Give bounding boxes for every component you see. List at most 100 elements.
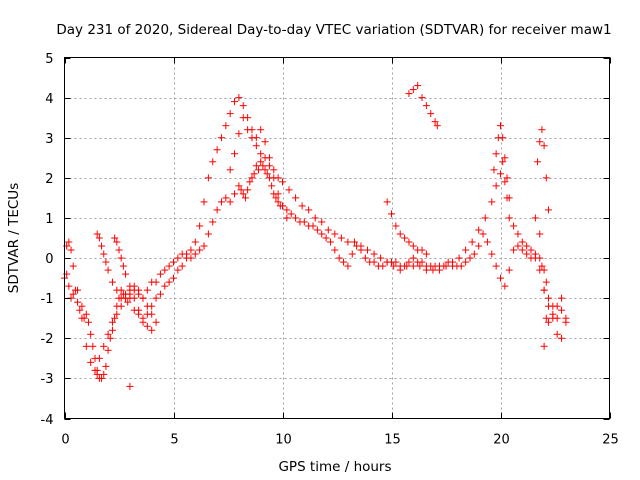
- data-point: [235, 94, 243, 102]
- data-point: [488, 250, 496, 258]
- data-point: [510, 246, 518, 254]
- data-point: [305, 206, 313, 214]
- data-point: [558, 294, 566, 302]
- data-point: [130, 294, 138, 302]
- data-point: [84, 318, 92, 326]
- y-tick-label: 3: [45, 132, 53, 147]
- data-point: [558, 334, 566, 342]
- data-point: [490, 166, 498, 174]
- data-point: [322, 234, 330, 242]
- data-point: [462, 258, 470, 266]
- data-point: [364, 246, 372, 254]
- data-point: [409, 262, 417, 270]
- plot-frame: [64, 57, 610, 419]
- data-point: [255, 166, 263, 174]
- data-point: [124, 298, 132, 306]
- data-point: [222, 194, 230, 202]
- data-point: [196, 246, 204, 254]
- data-point: [514, 230, 522, 238]
- data-point: [183, 250, 191, 258]
- data-point: [139, 314, 147, 322]
- data-point: [416, 262, 424, 270]
- data-point: [119, 262, 127, 270]
- data-point: [418, 94, 426, 102]
- data-point: [239, 102, 247, 110]
- data-point: [468, 238, 476, 246]
- x-tick-label: 0: [61, 433, 69, 448]
- data-point: [442, 262, 450, 270]
- data-point: [396, 266, 404, 274]
- data-point: [231, 190, 239, 198]
- data-point: [553, 314, 561, 322]
- data-point: [274, 190, 282, 198]
- data-point: [396, 230, 404, 238]
- data-point: [392, 222, 400, 230]
- data-point: [457, 262, 465, 270]
- data-point: [244, 186, 252, 194]
- data-point: [252, 162, 260, 170]
- data-point: [241, 194, 249, 202]
- data-point: [248, 174, 256, 182]
- data-point: [165, 278, 173, 286]
- data-point: [414, 82, 422, 90]
- data-point: [510, 222, 518, 230]
- data-point: [505, 214, 513, 222]
- x-tick-label: 20: [493, 433, 510, 448]
- data-point: [542, 174, 550, 182]
- data-point: [272, 194, 280, 202]
- data-point: [540, 342, 548, 350]
- data-point: [544, 294, 552, 302]
- data-point: [174, 254, 182, 262]
- data-point: [82, 342, 90, 350]
- data-point: [161, 266, 169, 274]
- data-point: [250, 170, 258, 178]
- data-point: [292, 214, 300, 222]
- data-point: [536, 230, 544, 238]
- data-point: [93, 230, 101, 238]
- data-point: [335, 254, 343, 262]
- data-point: [165, 262, 173, 270]
- data-point: [108, 326, 116, 334]
- data-point: [102, 258, 110, 266]
- data-point: [492, 150, 500, 158]
- data-point: [540, 142, 548, 150]
- data-point: [259, 162, 267, 170]
- y-tick-labels: -4 -3 -2 -1 0 1 2 3 4 5: [41, 52, 54, 428]
- data-point: [170, 258, 177, 266]
- data-point: [405, 258, 413, 266]
- data-point: [285, 186, 293, 194]
- x-axis-label: GPS time / hours: [278, 459, 391, 475]
- data-point: [191, 250, 199, 258]
- data-point: [76, 306, 84, 314]
- data-point: [98, 374, 106, 382]
- data-point: [383, 198, 391, 206]
- data-point: [499, 134, 507, 142]
- data-point: [152, 278, 160, 286]
- data-point: [117, 294, 125, 302]
- data-point: [95, 234, 103, 242]
- data-point: [100, 342, 108, 350]
- data-point: [505, 266, 513, 274]
- data-point: [479, 230, 487, 238]
- data-point: [152, 294, 160, 302]
- data-point: [174, 266, 182, 274]
- y-tick-label: 0: [45, 252, 53, 267]
- data-point: [501, 282, 509, 290]
- data-point: [111, 314, 119, 322]
- data-point: [143, 302, 151, 310]
- data-point: [231, 150, 239, 158]
- data-point: [497, 122, 504, 130]
- data-point: [69, 262, 77, 270]
- data-point: [279, 202, 286, 210]
- data-point: [540, 266, 548, 274]
- data-point: [161, 282, 169, 290]
- data-point: [187, 246, 195, 254]
- data-point: [106, 334, 114, 342]
- data-point: [100, 250, 108, 258]
- data-point: [403, 262, 411, 270]
- data-point: [433, 122, 441, 130]
- data-point: [514, 242, 522, 250]
- data-point: [536, 138, 544, 146]
- data-point: [392, 258, 400, 266]
